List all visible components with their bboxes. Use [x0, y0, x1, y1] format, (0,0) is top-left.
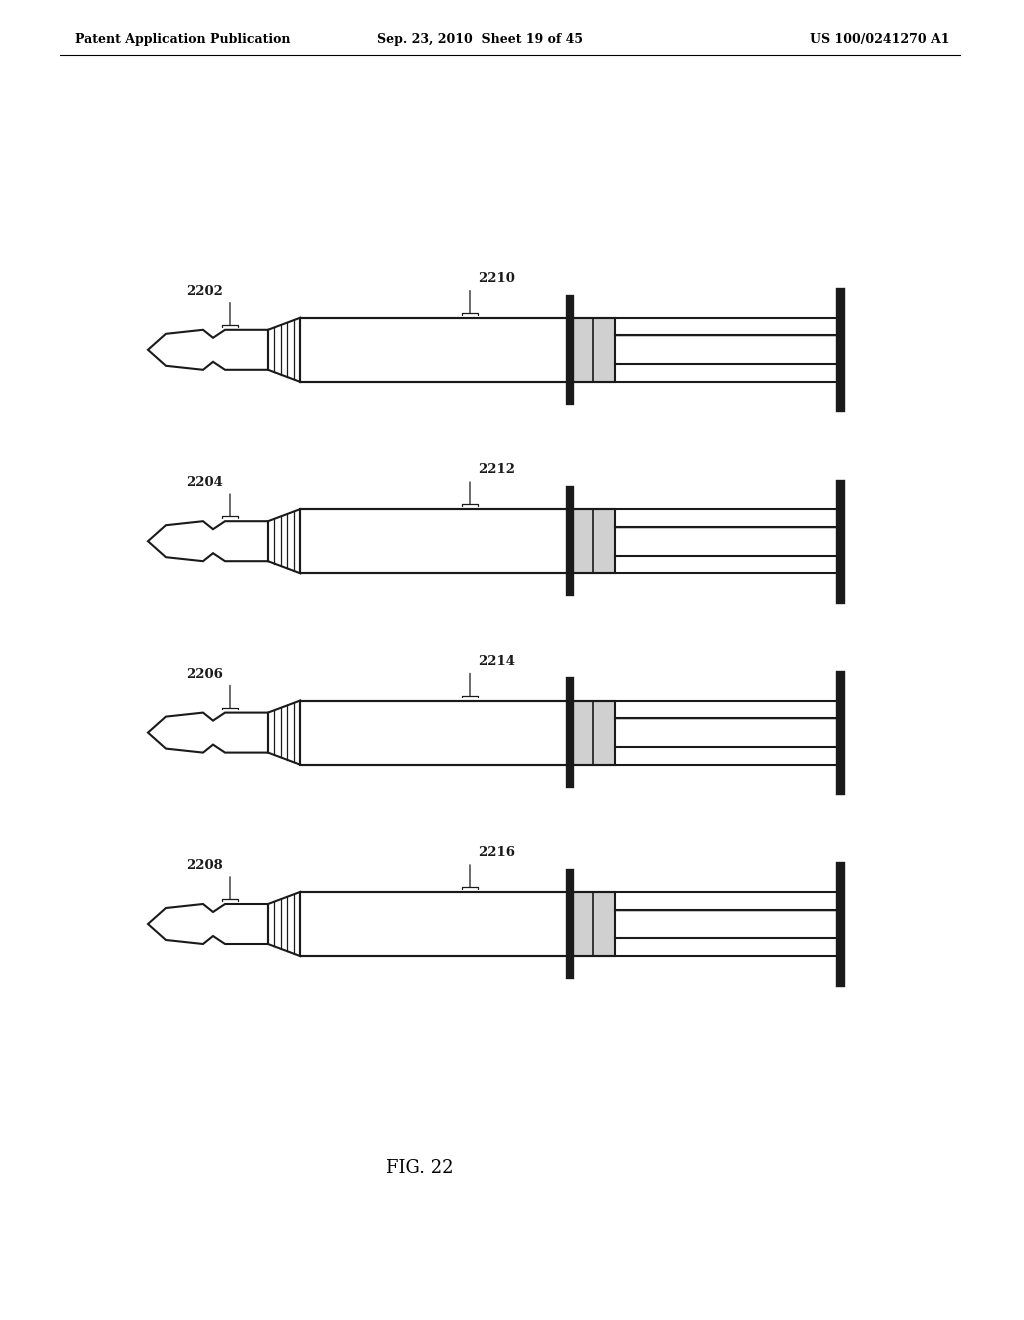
Text: FIG. 22: FIG. 22: [386, 1159, 454, 1177]
Bar: [570, 701, 615, 764]
Text: 2216: 2216: [478, 846, 515, 859]
Text: 2210: 2210: [478, 272, 515, 285]
Text: US 100/0241270 A1: US 100/0241270 A1: [811, 33, 950, 46]
Bar: [300, 892, 570, 956]
Bar: [300, 510, 570, 573]
Text: 2206: 2206: [186, 668, 223, 681]
Bar: [300, 701, 570, 764]
Bar: [570, 510, 615, 573]
Text: 2208: 2208: [186, 859, 223, 873]
Text: 2202: 2202: [186, 285, 223, 298]
Text: 2214: 2214: [478, 655, 515, 668]
Text: Patent Application Publication: Patent Application Publication: [75, 33, 291, 46]
Text: 2212: 2212: [478, 463, 515, 477]
Bar: [300, 318, 570, 381]
Text: Sep. 23, 2010  Sheet 19 of 45: Sep. 23, 2010 Sheet 19 of 45: [377, 33, 583, 46]
Bar: [570, 892, 615, 956]
Text: 2204: 2204: [186, 477, 223, 490]
Bar: [570, 318, 615, 381]
